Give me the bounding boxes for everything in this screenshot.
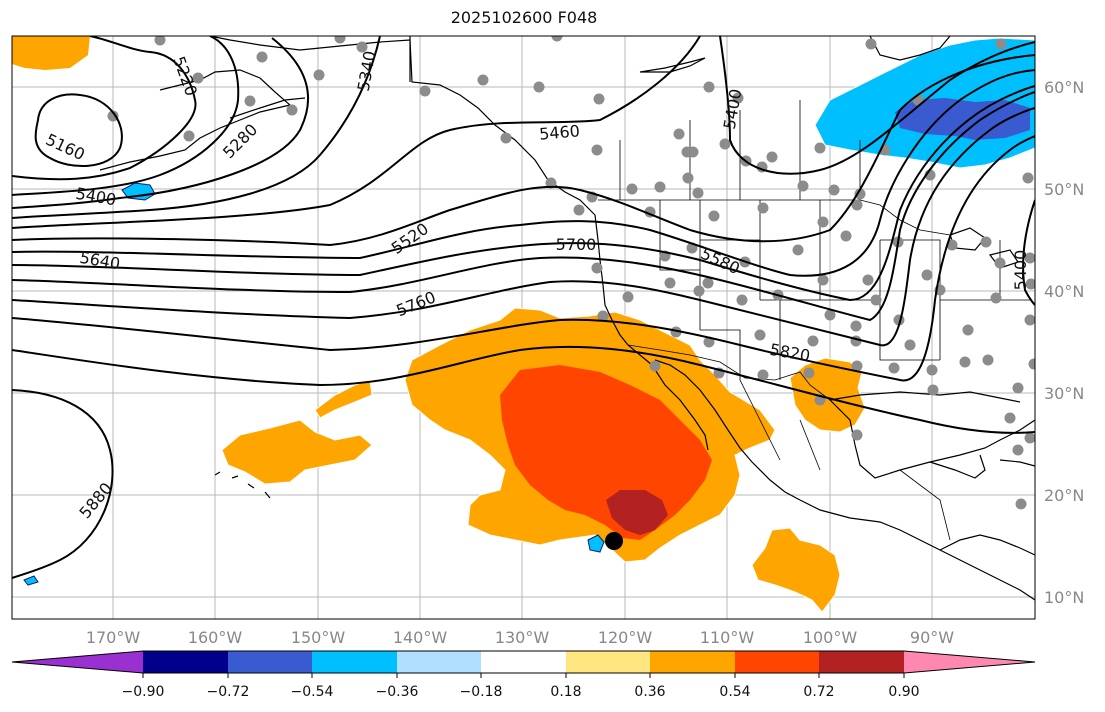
lat-label-50n: 50°N: [1044, 180, 1084, 199]
longitude-labels: 170°W 160°W 150°W 140°W 130°W 120°W 110°…: [86, 628, 954, 647]
us-canada-border: [598, 199, 951, 236]
political-borders: [598, 100, 1030, 541]
lat-label-10n: 10°N: [1044, 588, 1084, 607]
lon-label-120w: 120°W: [598, 628, 653, 647]
colorbar-swatch-1: [143, 651, 228, 673]
colorbar-ticks: [142, 673, 905, 678]
contour-5280: [12, 36, 240, 196]
location-marker: [605, 532, 623, 550]
colorbar-label-2: −0.54: [291, 684, 334, 700]
warm-anomaly-inner: [500, 365, 712, 540]
contour-5400-east: [1022, 199, 1035, 306]
colorbar-label-9: 0.90: [888, 684, 919, 700]
hudson-bay: [869, 36, 951, 61]
caribbean-coast: [999, 459, 1035, 467]
alaska-peninsula: [229, 97, 306, 119]
contour-5820: [12, 135, 1035, 382]
map-frame: [11, 35, 1036, 620]
mexico-states: [739, 379, 951, 541]
cold-anomaly-tiny: [23, 575, 39, 586]
alaska-north-coast: [209, 36, 411, 51]
contour-5700: [12, 91, 1035, 322]
lat-label-30n: 30°N: [1044, 384, 1084, 403]
lon-label-130w: 130°W: [495, 628, 550, 647]
colorbar: −0.90 −0.72 −0.54 −0.36 −0.18 0.18 0.36 …: [11, 650, 1036, 700]
gulf-coast: [829, 399, 1035, 479]
colorbar-swatch-3: [312, 651, 397, 673]
cold-anomaly-small: [587, 534, 605, 553]
colorbar-label-3: −0.36: [376, 684, 419, 700]
height-contours: [12, 36, 1035, 579]
colorbar-swatch-6: [566, 651, 651, 673]
contour-5760: [12, 107, 1035, 347]
lat-label-20n: 20°N: [1044, 486, 1084, 505]
lat-label-40n: 40°N: [1044, 282, 1084, 301]
contour-label-5460: 5460: [538, 121, 580, 143]
contour-5160: [34, 93, 123, 167]
colorbar-swatch-4: [397, 651, 482, 673]
latitude-labels: 60°N 50°N 40°N 30°N 20°N 10°N: [1044, 78, 1084, 607]
colorbar-swatch-10: [904, 651, 1035, 673]
warm-anomaly-northwest: [12, 36, 90, 70]
contour-5520: [12, 54, 1035, 247]
canada-coast: [409, 39, 596, 216]
contour-5880-south: [12, 389, 114, 579]
contour-5460: [12, 36, 701, 229]
lon-label-140w: 140°W: [393, 628, 448, 647]
coastlines: [99, 36, 1035, 601]
hawaii: [214, 471, 271, 499]
contour-5880: [12, 345, 1035, 434]
lon-label-160w: 160°W: [188, 628, 243, 647]
anomaly-fills: [12, 36, 1035, 613]
alaska-coast: [99, 69, 292, 171]
warm-anomaly-central-america: [751, 527, 841, 613]
us-gulf-coast: [829, 391, 1021, 403]
baja: [651, 364, 709, 451]
colorbar-label-4: −0.18: [460, 684, 503, 700]
contour-5580: [12, 69, 1035, 277]
contour-label-5400-east: 5400: [1011, 250, 1030, 291]
colorbar-label-5: 0.18: [550, 684, 581, 700]
colorbar-label-6: 0.36: [634, 684, 665, 700]
lon-label-100w: 100°W: [803, 628, 858, 647]
us-mexico-border: [627, 344, 831, 401]
colorbar-swatch-5: [481, 651, 566, 673]
warm-anomaly-west-2: [314, 379, 373, 419]
central-america-coast: [939, 534, 1035, 556]
colorbar-swatch-8: [735, 651, 820, 673]
contour-label-5700: 5700: [556, 235, 597, 254]
canada-provinces: [619, 100, 861, 200]
colorbar-swatch-7: [650, 651, 735, 673]
colorbar-label-8: 0.72: [803, 684, 834, 700]
contour-5640: [12, 85, 1035, 302]
lon-label-150w: 150°W: [291, 628, 346, 647]
colorbar-swatch-9: [819, 651, 904, 673]
colorbar-swatch-2: [228, 651, 313, 673]
station-dots: [107, 36, 1035, 510]
colorbar-label-0: −0.90: [122, 684, 165, 700]
figure-title: 2025102600 F048: [450, 8, 598, 27]
mexico-south-coast: [799, 499, 1035, 601]
colorbar-label-7: 0.54: [719, 684, 750, 700]
contour-5400a: [12, 36, 381, 219]
warm-anomaly-core: [606, 490, 668, 535]
lon-label-170w: 170°W: [86, 628, 141, 647]
lat-label-60n: 60°N: [1044, 78, 1084, 97]
colorbar-label-1: −0.72: [207, 684, 250, 700]
lon-label-110w: 110°W: [700, 628, 755, 647]
lon-label-90w: 90°W: [910, 628, 954, 647]
mexico-west-coast: [654, 359, 801, 501]
yucatan: [929, 454, 986, 479]
colorbar-swatch-0: [12, 651, 143, 673]
contour-5340: [12, 37, 310, 209]
contour-5220: [12, 36, 197, 181]
us-west-coast: [594, 214, 653, 366]
warm-anomaly-west-1: [221, 419, 373, 485]
